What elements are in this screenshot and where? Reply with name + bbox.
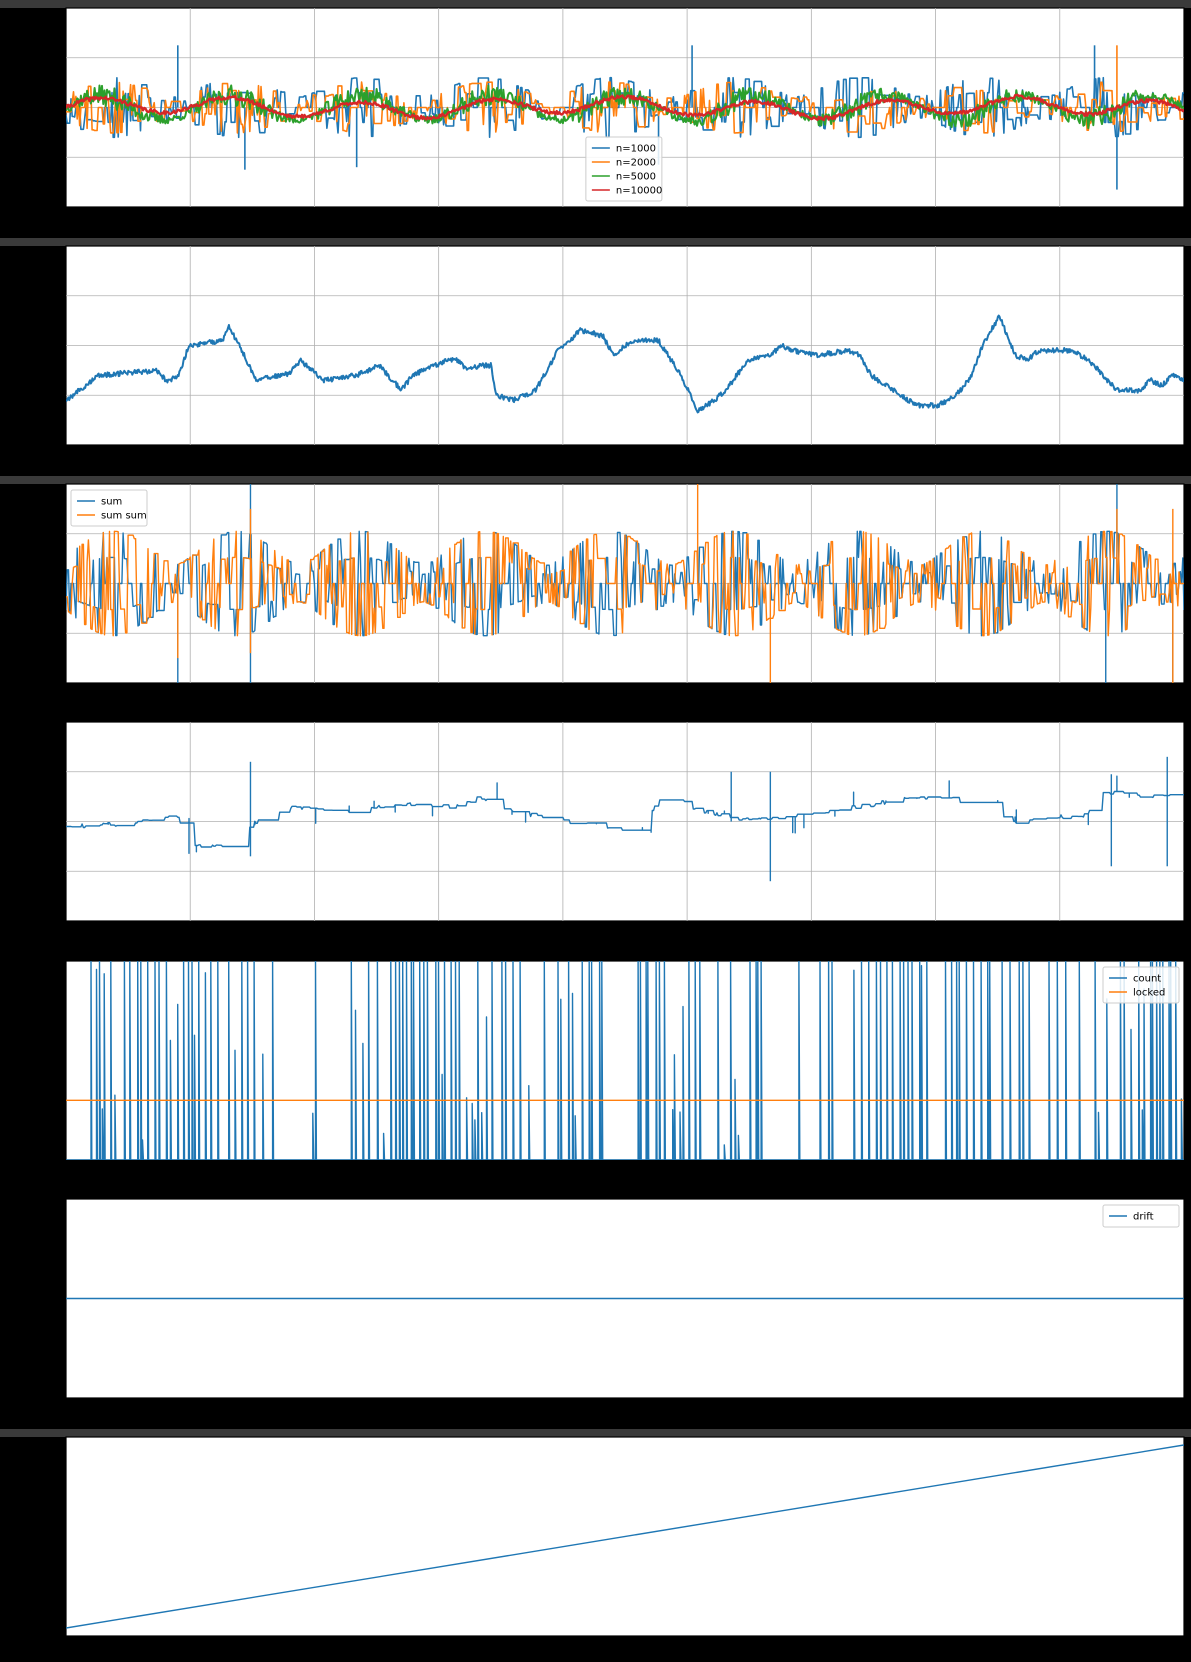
legend-box — [70, 489, 148, 527]
legend: sum sum sum — [70, 489, 148, 527]
legend-box — [1102, 1204, 1180, 1228]
legend: n=1000 n=2000 n=5000 n=10000 — [585, 136, 663, 202]
legend-label: sum sum — [101, 511, 147, 522]
legend-label: drift — [1133, 1212, 1154, 1223]
chart-panel-6: drift — [62, 1198, 1185, 1402]
chart-panel-2 — [0, 238, 1191, 449]
panel-top-strip — [0, 476, 1191, 484]
series-line-main — [66, 1444, 1184, 1629]
legend-box — [585, 136, 663, 202]
legend-label: count — [1133, 974, 1161, 985]
chart-panel-4 — [62, 721, 1185, 925]
chart-panel-7 — [0, 1429, 1191, 1640]
panel-top-strip — [0, 0, 1191, 8]
legend: drift — [1102, 1204, 1180, 1228]
legend-label: sum — [101, 497, 122, 508]
legend-label: n=2000 — [616, 158, 656, 169]
legend-box — [1102, 966, 1180, 1004]
legend-label: n=5000 — [616, 172, 656, 183]
chart-panel-3: sum sum sum — [0, 476, 1191, 687]
chart-panel-1: n=1000 n=2000 n=5000 n=10000 — [0, 0, 1191, 211]
panel-top-strip — [0, 238, 1191, 246]
series-line-sum-sum — [66, 530, 1184, 637]
legend: count locked — [1102, 966, 1180, 1004]
legend-label: n=1000 — [616, 144, 656, 155]
legend-label: locked — [1133, 988, 1165, 999]
series-line-main — [66, 775, 1184, 853]
panel-top-strip — [0, 1429, 1191, 1437]
legend-label: n=10000 — [616, 186, 663, 197]
plot-area — [65, 960, 1185, 1161]
chart-panel-5: count locked — [62, 960, 1185, 1164]
series-line-main — [66, 314, 1184, 414]
series-line-n-10000 — [66, 93, 1184, 122]
